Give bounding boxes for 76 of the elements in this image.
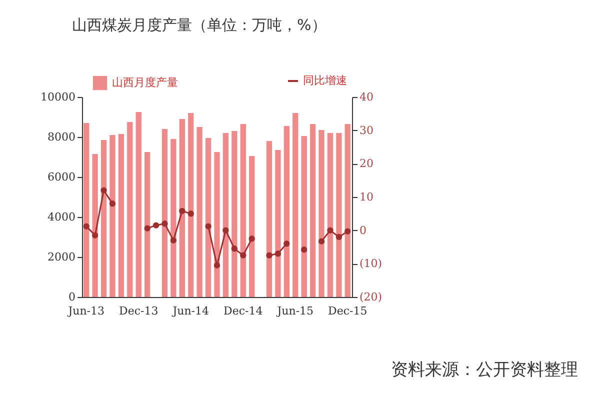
y-tick-label: 4000 xyxy=(48,210,76,224)
y-tick-label: 2000 xyxy=(48,250,76,264)
point xyxy=(152,222,160,228)
point xyxy=(162,220,168,227)
point xyxy=(109,200,116,207)
bar xyxy=(127,122,133,297)
x-tick-label: Dec-13 xyxy=(119,304,158,318)
y-tick-label: 6000 xyxy=(48,170,76,184)
bar xyxy=(188,113,194,297)
bar xyxy=(249,156,255,297)
bar xyxy=(92,154,98,297)
bar xyxy=(162,129,168,297)
bar xyxy=(118,134,124,297)
bar xyxy=(170,139,176,297)
point xyxy=(240,252,246,258)
y2-tick-label: 20 xyxy=(360,157,374,170)
point xyxy=(248,236,255,242)
bar xyxy=(266,141,272,297)
point xyxy=(318,238,325,244)
bar xyxy=(110,135,116,297)
bar xyxy=(318,130,324,297)
bar xyxy=(301,136,307,297)
point xyxy=(300,246,308,253)
y2-tick-label: 0 xyxy=(360,224,366,237)
point xyxy=(266,252,272,258)
bar xyxy=(84,123,90,297)
bar xyxy=(136,112,142,297)
bar xyxy=(292,113,298,297)
y2-tick-label: (20) xyxy=(360,290,382,304)
x-tick-label: Dec-14 xyxy=(224,304,263,318)
y-tick-label: 8000 xyxy=(48,130,76,144)
y2-tick-label: 30 xyxy=(360,124,374,137)
x-tick-label: Jun-14 xyxy=(172,304,210,318)
y2-tick-label: 10 xyxy=(360,190,374,204)
point xyxy=(170,237,177,244)
x-tick-label: Jun-15 xyxy=(276,304,314,318)
y-tick-label: 10000 xyxy=(40,90,76,104)
point xyxy=(100,187,107,194)
bar xyxy=(240,124,246,297)
point xyxy=(83,223,90,230)
y-tick-label: 0 xyxy=(68,290,76,304)
x-tick-label: Jun-13 xyxy=(67,304,105,318)
y2-tick-label: (10) xyxy=(360,257,382,270)
bar xyxy=(196,127,202,297)
legend-label: 山西月度产量 xyxy=(112,76,178,89)
bar xyxy=(284,126,290,297)
point xyxy=(327,227,334,234)
text: 资料来源：公开资料整理 xyxy=(391,359,578,381)
bar xyxy=(205,138,212,297)
point xyxy=(179,208,186,214)
bar xyxy=(344,124,350,297)
point xyxy=(222,227,229,234)
point xyxy=(144,225,150,232)
x-tick-label: Dec-15 xyxy=(328,304,368,318)
bar xyxy=(222,133,229,297)
point xyxy=(344,228,351,234)
point xyxy=(188,210,194,217)
legend-label: 同比增速 xyxy=(303,74,347,87)
point xyxy=(274,250,282,257)
bar xyxy=(275,150,281,297)
bar xyxy=(310,124,316,297)
bar xyxy=(327,133,334,297)
chart-title: 山西煤炭月度产量（单位：万吨，%） xyxy=(72,16,326,34)
y2-tick-label: 40 xyxy=(360,90,374,104)
point xyxy=(336,234,342,240)
point xyxy=(205,223,212,230)
bar xyxy=(144,152,150,297)
bar xyxy=(100,140,107,297)
point xyxy=(214,262,220,268)
bar xyxy=(336,133,342,297)
point xyxy=(284,240,290,247)
bar xyxy=(232,131,238,297)
point xyxy=(231,246,238,252)
bar xyxy=(214,152,220,297)
point xyxy=(92,232,98,238)
bar xyxy=(179,119,185,297)
